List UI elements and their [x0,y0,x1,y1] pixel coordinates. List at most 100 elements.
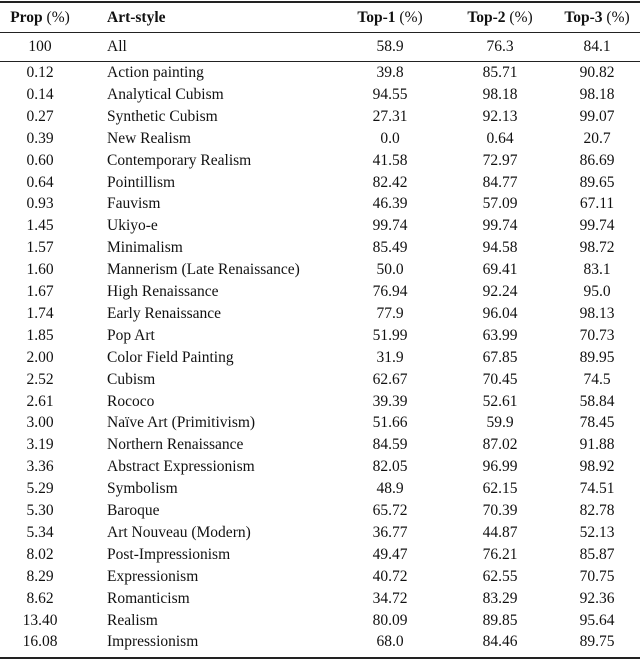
table-cell: 51.66 [372,414,408,432]
table-cell: 76.21 [482,545,518,563]
table-cell: Baroque [107,502,160,519]
table-cell: Pop Art [107,326,155,344]
table-cell: 51.99 [372,326,408,344]
table-cell: 0.60 [26,151,54,169]
table-cell: 98.72 [579,239,615,257]
table-cell: 86.69 [579,151,615,169]
table-cell: 77.9 [376,304,404,322]
header-unit: (%) [46,9,70,26]
table-cell: Fauvism [107,195,161,213]
header-label: Top-2 [467,9,506,26]
table-cell: 0.14 [26,85,54,103]
table-cell: 70.45 [482,370,518,388]
table-cell: 57.09 [482,195,518,213]
summary-cell: 58.9 [376,38,404,55]
header-cell: Art-style [107,9,166,27]
table-cell: 27.31 [372,107,408,125]
table-cell: 95.0 [583,283,611,300]
table-cell: 0.12 [26,64,54,81]
table-cell: 99.74 [579,217,615,235]
table-cell: Impressionism [107,633,199,651]
header-cell: Top-3 (%) [564,9,629,27]
table-cell: 82.78 [579,502,615,519]
table-cell: 96.04 [482,304,518,322]
table-cell: 85.71 [482,64,518,81]
table-cell: 89.85 [482,611,518,629]
table-cell: 98.18 [482,85,518,103]
header-label: Top-3 [564,9,603,26]
table-cell: 0.64 [486,129,514,147]
table-cell: 40.72 [372,567,408,585]
table-cell: Early Renaissance [107,304,222,322]
header-label: Prop [10,9,43,26]
table-cell: 96.99 [482,458,518,476]
table-cell: 8.02 [26,545,54,563]
table-cell: 90.82 [579,64,615,81]
table-cell: 5.30 [26,502,54,519]
table-cell: 70.75 [579,567,615,585]
table-cell: 46.39 [372,195,408,213]
table-cell: 0.0 [380,129,400,147]
table-cell: Synthetic Cubism [107,107,218,125]
header-unit: (%) [509,9,533,26]
table-cell: 92.13 [482,107,518,125]
table-cell: 67.85 [482,348,518,366]
table-cell: 69.41 [482,261,518,279]
table-cell: 31.9 [376,348,404,366]
table-cell: Pointillism [107,173,176,191]
table-cell: Rococo [107,392,155,410]
table-cell: 1.57 [26,239,54,257]
table-cell: Action painting [107,64,204,81]
table-cell: Naïve Art (Primitivism) [107,414,256,432]
top-rule [0,1,640,3]
table-cell: 83.29 [482,589,518,607]
table-cell: 2.61 [26,392,54,410]
table-cell: 98.18 [579,85,615,103]
table-cell: 62.15 [482,480,518,498]
summary-cell: 76.3 [486,38,514,55]
header-cell: Prop (%) [10,9,70,27]
table-cell: Post-Impressionism [107,545,231,563]
table-cell: Expressionism [107,567,199,585]
header-cell: Top-1 (%) [357,9,422,27]
table-cell: 16.08 [22,633,58,651]
table-cell: 92.36 [579,589,615,607]
header-unit: (%) [399,9,423,26]
table-cell: 67.11 [579,195,615,213]
table-cell: Mannerism (Late Renaissance) [107,261,300,279]
table-cell: 62.67 [372,370,408,388]
header-cell: Top-2 (%) [467,9,532,27]
table-cell: 62.55 [482,567,518,585]
table-cell: 49.47 [372,545,408,563]
table-cell: 72.97 [482,151,518,169]
table-cell: 1.60 [26,261,54,279]
table-cell: 52.13 [579,523,615,541]
table-cell: 74.5 [583,370,611,388]
table-cell: New Realism [107,129,191,147]
table-cell: Ukiyo-e [107,217,158,235]
table-cell: 44.87 [482,523,518,541]
table-cell: 2.52 [26,370,54,388]
table-cell: 1.67 [26,283,54,300]
table-cell: 85.49 [372,239,408,257]
table-cell: 50.0 [376,261,404,279]
table-cell: 65.72 [372,502,408,519]
header-rule [0,32,640,33]
table-cell: 76.94 [372,283,408,300]
table-cell: 94.58 [482,239,518,257]
table-cell: 3.00 [26,414,54,432]
table-cell: 98.92 [579,458,615,476]
summary-cell: All [107,38,127,55]
table-cell: 13.40 [22,611,58,629]
table-cell: 87.02 [482,436,518,454]
table-cell: 74.51 [579,480,615,498]
table-cell: 84.59 [372,436,408,454]
table-cell: 8.29 [26,567,54,585]
table-cell: 70.39 [482,502,518,519]
table-cell: 95.64 [579,611,615,629]
table-cell: Contemporary Realism [107,151,252,169]
table-cell: 63.99 [482,326,518,344]
table-cell: Analytical Cubism [107,85,224,103]
table-cell: 5.29 [26,480,54,498]
